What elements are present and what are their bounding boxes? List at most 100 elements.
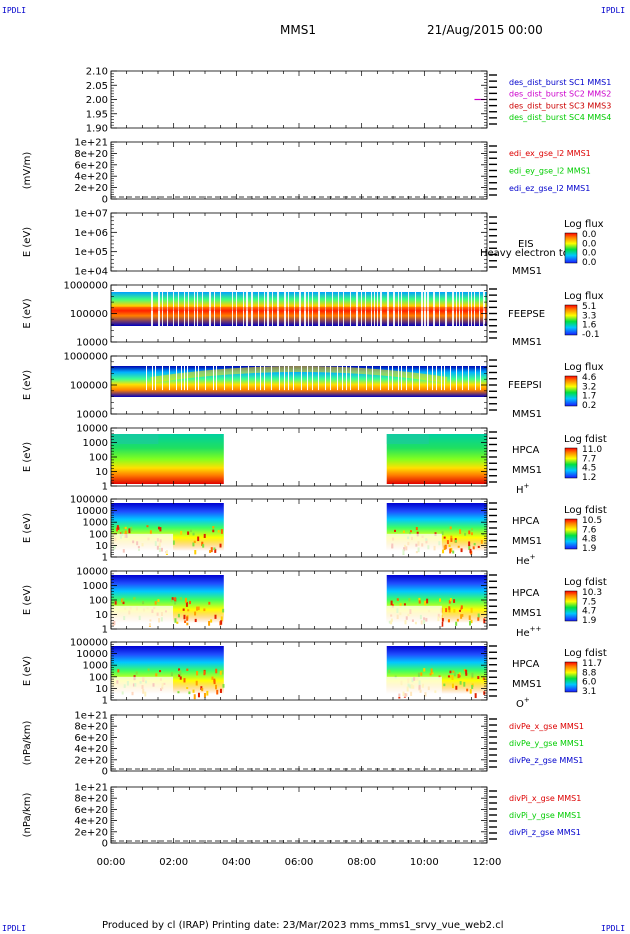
sparse-mask (111, 605, 174, 627)
gap-stripe (371, 292, 372, 326)
gap-stripe (471, 292, 472, 326)
y-tick-label: 2e+20 (74, 827, 108, 838)
gap-stripe (474, 292, 475, 326)
speckle (170, 599, 173, 602)
speckle (457, 545, 460, 548)
speckle (463, 668, 466, 672)
colorbar-value: 10.3 (582, 588, 602, 598)
gap-stripe (151, 292, 153, 326)
speckle (465, 673, 468, 676)
speckle (196, 670, 199, 676)
y-tick-label: 2.10 (86, 67, 108, 78)
speckle (154, 601, 157, 605)
colorbar (564, 518, 578, 550)
speckle (468, 530, 471, 535)
speckle (209, 550, 212, 553)
speckle (460, 605, 463, 609)
speckle (174, 601, 177, 605)
data-gap-stripes (146, 364, 481, 391)
gap-stripe (432, 364, 433, 391)
speckle (208, 620, 211, 626)
sparse-mask (386, 605, 442, 627)
gap-stripe (162, 292, 163, 326)
data-gap-stripes (151, 292, 485, 326)
gap-stripe (288, 292, 289, 326)
speckle (424, 600, 427, 606)
speckle (418, 600, 421, 604)
speckle (155, 673, 158, 677)
gap-stripe (412, 364, 413, 391)
speckle (409, 530, 412, 533)
colorbar-value: 4.7 (582, 607, 596, 617)
speckle (206, 690, 209, 696)
y-tick-label: 10 (95, 610, 108, 621)
gap-stripe (444, 364, 445, 391)
y-tick-label: 100 (89, 529, 108, 540)
gap-stripe (255, 364, 256, 391)
y-tick-label: 1 (102, 553, 108, 564)
panel-hpca-he (111, 503, 487, 556)
gap-stripe (441, 364, 442, 391)
speckle (445, 608, 448, 613)
gap-stripe (284, 364, 285, 391)
speckle (214, 614, 217, 619)
y-tick-label: 1 (102, 696, 108, 707)
gap-stripe (304, 292, 306, 326)
speckle (174, 618, 177, 623)
gap-stripe (372, 364, 373, 391)
speckle (177, 691, 180, 694)
speckle (184, 620, 187, 623)
species-label: H+ (516, 482, 530, 496)
colorbar-value: 0.0 (582, 239, 597, 249)
panel-feepsi (111, 364, 487, 397)
gap-stripe (358, 364, 359, 391)
gap-stripe (214, 292, 215, 326)
y-tick-label: 1.90 (86, 124, 108, 135)
speckle (179, 676, 182, 680)
gap-stripe (318, 364, 319, 391)
speckle (147, 668, 150, 672)
speckle (457, 674, 460, 679)
speckle (449, 674, 452, 678)
speckle (192, 532, 195, 536)
species-charge: + (530, 553, 536, 561)
speckle (133, 597, 136, 600)
speckle (193, 540, 196, 543)
legend-entry: divPe_z_gse MMS1 (509, 756, 583, 765)
speckle (188, 600, 191, 605)
speckle (449, 526, 452, 530)
gap-stripe (462, 364, 463, 391)
gap-stripe (240, 364, 241, 391)
spacecraft-name: MMS1 (512, 536, 542, 547)
spacecraft-name: MMS1 (512, 337, 542, 348)
speckle (394, 529, 397, 532)
speckle (219, 688, 222, 693)
colorbar-value: 0.0 (582, 258, 597, 268)
gap-stripe (158, 292, 160, 326)
speckle (213, 679, 216, 685)
gap-stripe (380, 364, 381, 391)
colorbar-value: 7.7 (582, 454, 596, 464)
legend-entry: des_dist_burst SC2 MMS2 (509, 90, 611, 99)
spacecraft-name: MMS1 (512, 409, 542, 420)
colorbar (564, 590, 578, 622)
corner-label-top-right: IPDLI (601, 6, 626, 15)
gap-stripe (209, 292, 211, 326)
instrument-name: FEEPSE (508, 309, 545, 320)
plot-frame (110, 70, 488, 129)
gap-stripe (330, 364, 331, 391)
speckle (451, 675, 454, 680)
speckle (135, 671, 138, 675)
speckle (454, 539, 457, 543)
speckle (222, 683, 225, 688)
speckle (464, 532, 467, 536)
speckle (441, 618, 444, 622)
speckle (170, 672, 173, 676)
y-tick-label: 2.05 (86, 81, 108, 92)
colorbar-value: 1.6 (582, 321, 597, 331)
colorbar-value: 4.8 (582, 535, 597, 545)
speckle (443, 545, 446, 551)
speckle (210, 619, 213, 623)
speckle (219, 543, 222, 548)
gap-stripe (361, 292, 362, 326)
